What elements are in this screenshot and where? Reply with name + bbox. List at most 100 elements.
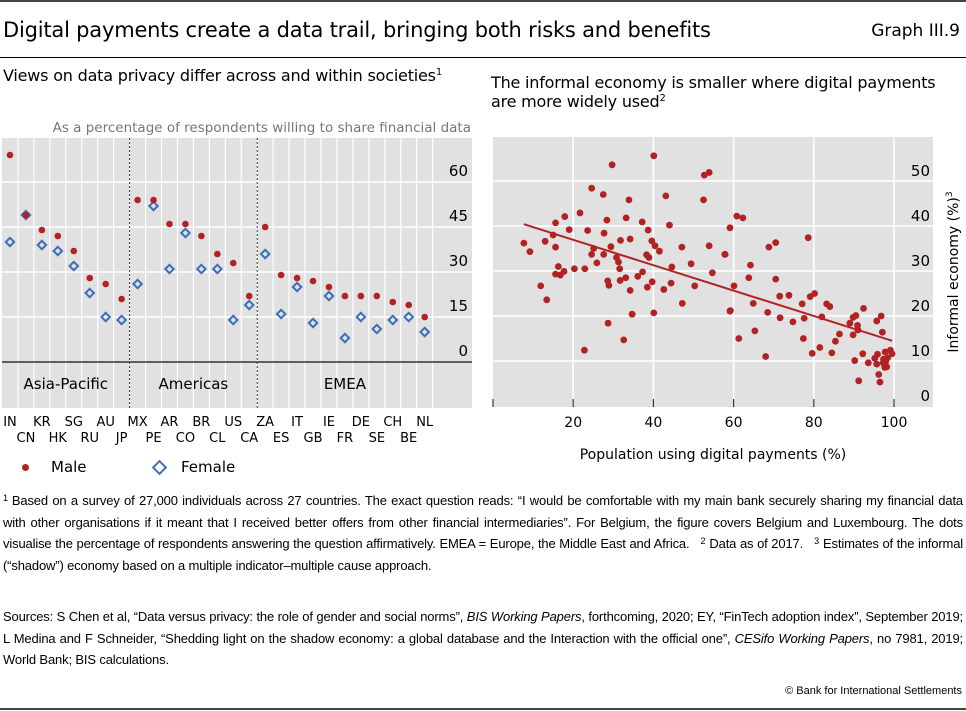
category-label: BR (192, 415, 210, 430)
male-marker (373, 292, 381, 300)
scatter-point (749, 300, 757, 307)
scatter-point (617, 237, 624, 244)
male-marker (277, 271, 285, 279)
x-tick-label: 60 (725, 415, 743, 431)
scatter-point (581, 265, 589, 273)
category-label: SE (369, 431, 385, 446)
scatter-point (576, 209, 584, 217)
y-tick-label: 0 (920, 387, 930, 405)
y-axis-label: Informal economy (%)3 (945, 191, 962, 352)
scatter-point (560, 268, 568, 275)
male-marker (229, 259, 237, 267)
male-marker (70, 247, 78, 255)
scatter-point (882, 358, 889, 366)
scatter-point (721, 250, 729, 258)
scatter-point (600, 250, 608, 258)
scatter-point (668, 263, 676, 271)
footnote-mark-2: 2 (700, 536, 706, 547)
scatter-point (552, 219, 559, 227)
footnote-3: Estimates of the informal (“shadow”) eco… (3, 536, 964, 573)
scatter-point (608, 161, 616, 169)
scatter-point (726, 224, 734, 232)
scatter-point (747, 261, 754, 269)
scatter-point (735, 335, 743, 342)
category-label: RU (80, 431, 99, 446)
scatter-point (888, 350, 896, 358)
privacy-chart: As a percentage of respondents willing t… (2, 120, 472, 446)
female-marker (307, 317, 319, 329)
scatter-point (561, 213, 569, 220)
female-marker (131, 278, 144, 290)
scatter-point (708, 269, 716, 277)
scatter-point (648, 278, 656, 286)
category-label: US (224, 415, 242, 430)
scatter-point (615, 258, 622, 266)
scatter-point (874, 350, 881, 358)
scatter-point (622, 214, 630, 222)
female-marker (323, 290, 335, 302)
female-marker (4, 236, 16, 248)
y-tick-label: 30 (911, 252, 930, 270)
scatter-point (859, 350, 867, 358)
graph-title: Digital payments create a data trail, br… (3, 18, 711, 42)
scatter-point (552, 243, 559, 251)
female-marker (403, 311, 415, 323)
male-marker (198, 232, 205, 240)
footnotes: 1 Based on a survey of 27,000 individuals… (3, 490, 963, 576)
sources-suffix: , no 7981, 2019; World Bank; BIS calcula… (3, 630, 963, 668)
scatter-point (604, 319, 612, 327)
scatter-point (638, 218, 646, 226)
scatter-point (691, 282, 699, 290)
female-marker (163, 263, 176, 275)
scatter-point (588, 250, 596, 258)
male-marker (405, 301, 413, 309)
scatter-point (739, 214, 747, 222)
scatter-point (878, 328, 886, 336)
female-marker (275, 308, 287, 320)
scatter-point (851, 357, 859, 364)
female-marker (195, 263, 207, 275)
male-marker (309, 277, 317, 285)
male-marker (261, 223, 269, 231)
scatter-point (645, 254, 653, 261)
scatter-point (726, 307, 734, 314)
scatter-point (520, 239, 528, 247)
category-label: GB (304, 431, 323, 446)
male-marker (38, 226, 46, 234)
scatter-point (526, 248, 534, 256)
male-marker (102, 280, 109, 288)
scatter-point (826, 303, 834, 310)
male-marker (214, 250, 221, 258)
scatter-point (643, 283, 651, 291)
category-label: HK (49, 431, 68, 446)
female-marker (339, 332, 351, 344)
scatter-point (772, 275, 780, 283)
region-label: Asia-Pacific (24, 375, 109, 393)
male-marker (182, 220, 189, 228)
category-label: BE (400, 431, 417, 446)
scatter-point (811, 290, 819, 297)
sources-prefix: Sources: S Chen et al, “Data versus priv… (3, 609, 467, 624)
category-label: CN (17, 431, 36, 446)
scatter-point (616, 265, 624, 273)
copyright: © Bank for International Settlements (785, 685, 962, 697)
category-label: ES (273, 431, 289, 446)
footnote-2: Data as of 2017. (709, 536, 804, 552)
scatter-point (836, 330, 843, 338)
scatter-point (832, 337, 839, 345)
category-label: DE (352, 415, 370, 430)
category-label: ZA (256, 415, 274, 430)
female-marker (355, 311, 367, 323)
sources-publication-1: BIS Working Papers (466, 609, 582, 624)
category-label: MX (128, 415, 148, 430)
scatter-point (751, 327, 759, 335)
footnote-mark-3: 3 (814, 536, 820, 547)
x-tick-label: 100 (881, 415, 908, 431)
left-plot-background (2, 138, 472, 408)
legend-label-female: Female (181, 458, 236, 476)
scatter-point (764, 309, 772, 316)
female-marker (68, 260, 80, 272)
female-marker (84, 287, 96, 299)
male-marker (245, 292, 253, 300)
category-label: IT (291, 415, 303, 430)
